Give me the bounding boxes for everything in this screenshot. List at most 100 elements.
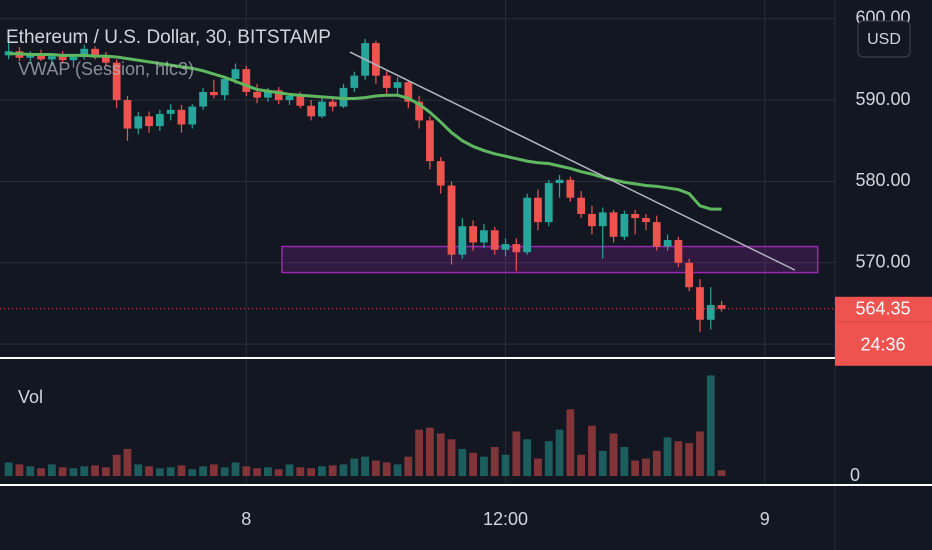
volume-bar [534, 458, 542, 476]
volume-bar [609, 433, 618, 476]
candle-body [123, 100, 132, 129]
volume-bar [274, 469, 283, 476]
volume-bar [307, 468, 315, 476]
volume-bar [577, 454, 586, 476]
candle-body [404, 82, 413, 102]
volume-bar [285, 464, 294, 476]
candle-body [58, 56, 67, 61]
volume-bar [26, 466, 35, 476]
volume-bar [652, 450, 661, 476]
volume-bar [91, 465, 99, 476]
volume-bar [350, 458, 359, 476]
candle-body [145, 116, 153, 127]
candle-body [37, 54, 45, 60]
volume-bar [426, 427, 434, 476]
candle-body [134, 116, 143, 129]
volume-bar [717, 470, 726, 476]
candle-body [47, 56, 56, 60]
currency-label[interactable]: USD [867, 31, 901, 48]
candle-body [328, 101, 337, 107]
candle-body [307, 105, 315, 117]
candle-body [101, 55, 110, 63]
candle-body [188, 106, 197, 125]
volume-bar [566, 409, 575, 476]
volume-bar [447, 439, 456, 476]
volume-label: Vol [18, 387, 43, 407]
indicator-label: VWAP (Session, hlc3) [18, 59, 194, 79]
volume-bar [166, 467, 175, 476]
candle-body [544, 183, 553, 223]
candle-body [26, 54, 35, 58]
candle-body [523, 197, 532, 253]
candle-body [512, 244, 521, 253]
candle-body [480, 230, 488, 243]
candle-body [436, 161, 445, 186]
volume-bar [199, 466, 207, 476]
volume-bar [264, 467, 272, 476]
volume-bar [404, 456, 413, 476]
volume-bar [685, 443, 694, 476]
candle-body [631, 213, 640, 219]
volume-bar [631, 460, 640, 476]
candle-body [415, 101, 424, 121]
volume-bar [544, 441, 553, 476]
candle-body [447, 185, 456, 255]
candle-body [663, 240, 672, 247]
volume-bar [177, 465, 186, 476]
last-price-label: 564.35 [855, 299, 910, 319]
candle-body [372, 43, 380, 76]
volume-bar [480, 456, 488, 476]
volume-bar [58, 467, 67, 476]
volume-bar [372, 460, 380, 476]
candle-body [490, 230, 499, 250]
candle-body [318, 101, 326, 117]
volume-bar [415, 429, 424, 476]
volume-bar [458, 448, 467, 476]
volume-bar [663, 437, 672, 476]
volume-bar [15, 464, 24, 476]
candle-body [620, 213, 629, 237]
candle-body [80, 48, 89, 57]
trend-line [349, 51, 796, 271]
candle-body [199, 91, 207, 107]
volume-bar [101, 467, 110, 476]
candle-body [652, 222, 661, 247]
candle-body [469, 226, 478, 243]
volume-bar [4, 462, 13, 476]
candle-body [674, 240, 683, 263]
candle-body [609, 212, 618, 237]
volume-bar [696, 431, 704, 476]
volume-bar [209, 464, 218, 476]
candle-body [706, 305, 715, 320]
candle-body [717, 305, 726, 309]
volume-bar [469, 452, 478, 476]
candle-body [501, 244, 510, 250]
volume-tick-label: 0 [850, 465, 860, 485]
candle-body [382, 75, 391, 88]
volume-bar [134, 464, 143, 476]
candle-body [566, 179, 575, 198]
volume-bar [253, 468, 261, 476]
candle-body [588, 213, 596, 227]
volume-bar [242, 466, 251, 476]
volume-bar [112, 454, 121, 476]
candle-body [69, 56, 78, 61]
y-tick-label: 580.00 [855, 170, 910, 190]
candle-body [242, 69, 251, 92]
candle-body [296, 96, 305, 106]
volume-bar [642, 458, 650, 476]
candle-body [264, 90, 272, 98]
volume-bar [231, 462, 240, 476]
candle-body [112, 62, 121, 101]
volume-bar [436, 433, 445, 476]
candle-body [91, 48, 99, 56]
volume-bar [588, 425, 596, 476]
currency-button[interactable] [857, 20, 911, 58]
countdown-badge [835, 321, 932, 366]
candle-body [534, 197, 542, 223]
volume-bar [328, 465, 337, 476]
zone-rectangle [281, 245, 819, 274]
volume-bar [47, 464, 56, 476]
volume-bar [123, 448, 132, 476]
